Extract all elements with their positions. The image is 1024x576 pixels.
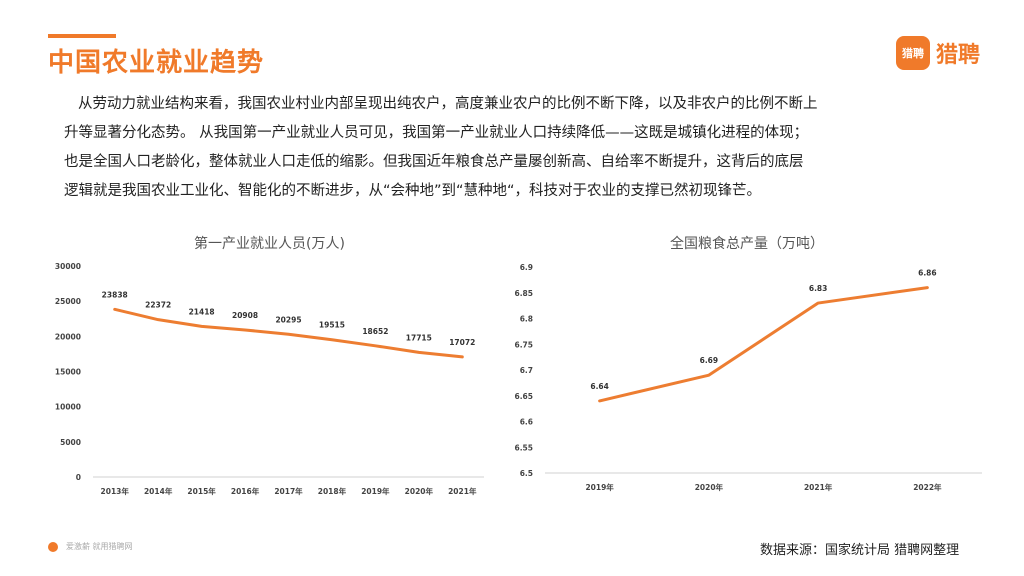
grain-y-tick-label: 6.55: [514, 443, 533, 452]
employment-data-label: 23838: [102, 290, 128, 299]
employment-y-tick-label: 20000: [55, 332, 81, 341]
employment-x-tick-label: 2015年: [187, 486, 216, 496]
employment-data-label: 17715: [406, 333, 432, 342]
paragraph-line: 也是全国人口老龄化，整体就业人口走低的缩影。但我国近年粮食总产量屡创新高、自给率…: [64, 154, 804, 170]
grain-y-tick-label: 6.75: [514, 340, 533, 349]
data-source: 数据来源：国家统计局 猎聘网整理: [760, 543, 960, 558]
employment-x-tick-label: 2019年: [361, 486, 390, 496]
employment-x-tick-label: 2021年: [448, 486, 477, 496]
employment-data-label: 18652: [362, 327, 388, 336]
footer-slogan: 爱激薪 就用猎聘网: [66, 542, 133, 551]
grain-data-label: 6.83: [809, 284, 828, 293]
grain-x-tick-label: 2021年: [804, 482, 833, 492]
grain-y-tick-label: 6.85: [514, 289, 533, 298]
employment-data-label: 20908: [232, 311, 258, 320]
grain-x-tick-label: 2019年: [585, 482, 614, 492]
chart1-title: 第一产业就业人员(万人): [194, 236, 345, 252]
grain-data-label: 6.64: [590, 382, 609, 391]
employment-data-label: 19515: [319, 321, 345, 330]
employment-x-tick-label: 2013年: [101, 486, 130, 496]
grain-y-tick-label: 6.5: [520, 469, 533, 478]
employment-y-tick-label: 30000: [55, 262, 81, 271]
employment-x-tick-label: 2018年: [318, 486, 347, 496]
liepin-logo: 猎聘 猎聘: [896, 36, 980, 70]
grain-data-label: 6.86: [918, 269, 937, 278]
logo-icon: 猎聘: [896, 36, 930, 70]
chart2-title: 全国粮食总产量（万吨）: [670, 236, 824, 252]
employment-y-tick-label: 15000: [55, 368, 81, 377]
grain-output-line-chart: 6.5 6.55 6.6 6.65 6.7 6.75 6.8 6.85 6.9 2019年 2020…: [514, 263, 982, 492]
logo-text: 猎聘: [936, 43, 981, 68]
employment-line-chart: 0 5000 10000 15000 20000 25000 30000 2013年 2014年…: [55, 262, 484, 496]
grain-series-line: [598, 286, 929, 403]
employment-y-tick-label: 0: [76, 473, 81, 482]
grain-x-tick-label: 2022年: [913, 482, 942, 492]
grain-y-tick-label: 6.65: [514, 392, 533, 401]
intro-paragraph: 从劳动力就业结构来看，我国农业村业内部呈现出纯农户，高度兼业农户的比例不断下降，…: [64, 90, 964, 206]
employment-y-tick-label: 5000: [60, 438, 81, 447]
employment-data-label: 17072: [449, 338, 475, 347]
employment-x-tick-label: 2016年: [231, 486, 260, 496]
paragraph-line: 逻辑就是我国农业工业化、智能化的不断进步，从“会种地”到“慧种地“，科技对于农业…: [64, 183, 762, 199]
employment-data-label: 21418: [189, 307, 215, 316]
footer-logo-dot: [48, 542, 58, 552]
paragraph-line: 升等显著分化态势。 从我国第一产业就业人员可见，我国第一产业就业人口持续降低——…: [64, 125, 809, 141]
employment-x-tick-label: 2020年: [405, 486, 434, 496]
grain-data-label: 6.69: [700, 356, 719, 365]
grain-y-tick-label: 6.9: [520, 263, 533, 272]
grain-y-tick-label: 6.7: [520, 366, 533, 375]
page-title: 中国农业就业趋势: [48, 48, 265, 78]
grain-y-tick-label: 6.8: [520, 315, 533, 324]
grain-x-tick-label: 2020年: [695, 482, 724, 492]
employment-data-label: 22372: [145, 301, 171, 310]
title-accent-bar: [48, 34, 116, 38]
grain-y-tick-label: 6.6: [520, 418, 533, 427]
employment-x-tick-label: 2017年: [274, 486, 303, 496]
employment-data-label: 20295: [275, 315, 301, 324]
employment-x-tick-label: 2014年: [144, 486, 173, 496]
employment-y-tick-label: 25000: [55, 297, 81, 306]
paragraph-line: 从劳动力就业结构来看，我国农业村业内部呈现出纯农户，高度兼业农户的比例不断下降，…: [78, 96, 818, 112]
employment-y-tick-label: 10000: [55, 403, 81, 412]
